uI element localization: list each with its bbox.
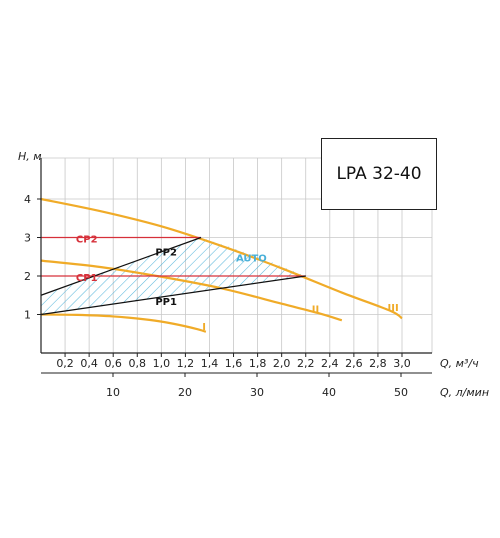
y-tick-label: 4 [24,193,31,206]
series-label-ii: II [312,305,319,316]
series-label-cp2: CP2 [76,235,98,246]
x-tick-label: 2,8 [369,357,387,370]
x-axis-label: Q, м³/ч [440,357,479,370]
x2-tick-label: 20 [178,386,192,399]
x-tick-label: 2,0 [273,357,291,370]
series-line-i [40,313,207,333]
x-tick-label: 1,4 [201,357,219,370]
x-tick-label: 3,0 [393,357,411,370]
auto-label: AUTO [236,253,267,264]
series-label-i: I [202,322,206,333]
x-tick-label: 0,4 [80,357,98,370]
series-label-iii: III [388,303,399,314]
series-label-pp1: PP1 [155,297,177,308]
x2-tick-label: 40 [322,386,336,399]
series-line-iii [40,197,403,320]
chart-title: LPA 32-40 [336,164,422,184]
x-tick-label: 2,2 [297,357,315,370]
series-label-pp2: PP2 [155,248,177,259]
x-tick-label: 1,0 [153,357,171,370]
x2-tick-label: 10 [106,386,120,399]
x2-axis-label: Q, л/мин [440,386,489,399]
y-axis-label: H, м [18,150,42,163]
x-tick-label: 0,6 [104,357,122,370]
x-tick-label: 2,6 [345,357,363,370]
series-line-pp1 [40,275,306,316]
x-tick-label: 1,8 [249,357,267,370]
x2-tick-label: 30 [250,386,264,399]
axes: 1 2 3 4 0,2 0,4 0,6 0,8 1,0 1,2 1,4 1,6 1,8 2,0 2,2 2,4… [18,150,489,399]
x-tick-label: 1,6 [225,357,243,370]
x-tick-label: 0,8 [129,357,147,370]
x-tick-label: 1,2 [177,357,195,370]
y-tick-label: 2 [24,270,31,283]
y-tick-label: 1 [24,309,31,322]
chart-title-box: LPA 32-40 [321,138,437,210]
series-layer [40,197,403,333]
series-line-pp2 [40,236,202,296]
x2-tick-label: 50 [394,386,408,399]
y-tick-label: 3 [24,232,31,245]
x-tick-label: 2,4 [321,357,339,370]
x-tick-label: 0,2 [56,357,74,370]
series-label-cp1: CP1 [76,273,98,284]
